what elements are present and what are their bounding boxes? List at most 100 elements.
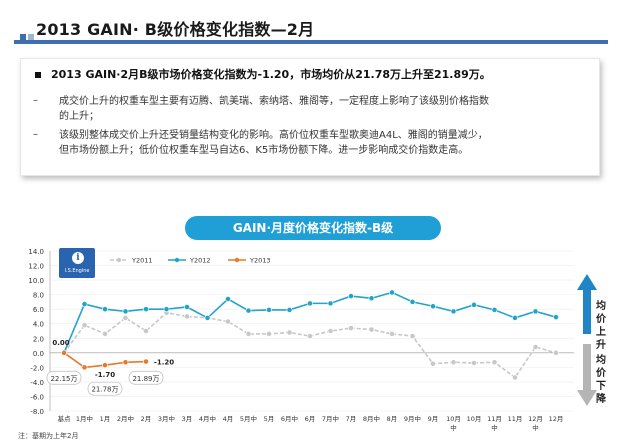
data-point-y2011 [348,325,354,331]
data-point-y2011 [512,374,518,381]
data-point-y2011 [81,322,88,329]
header-square-light [28,34,34,40]
data-point-y2013 [61,349,67,356]
x-tick-label: 2月中 [117,414,134,423]
arrow-up-icon [577,274,597,290]
data-point-y2012 [143,306,149,313]
data-point-y2013 [102,362,108,369]
logo-mark: i [72,252,84,264]
data-point-y2011 [553,349,559,356]
data-point-y2012 [163,306,170,313]
data-point-y2013 [81,364,88,371]
y-tick-label: 6.0 [33,306,44,314]
data-point-y2011 [471,360,477,366]
data-point-y2012 [430,303,436,310]
data-point-y2012 [348,293,354,299]
x-tick-label: 5月 [264,415,275,423]
data-label: 0.00 [52,339,69,347]
data-label: -1.20 [154,359,174,367]
x-tick-label: 1月 [100,415,111,423]
data-point-y2012 [184,304,190,310]
data-point-y2011 [102,331,108,337]
x-tick-label: 中 [532,423,539,432]
y-tick-label: -8.0 [30,408,44,416]
x-tick-label: 11月 [487,415,502,423]
legend-marker-y2011 [116,257,122,263]
data-point-y2012 [81,301,88,307]
x-tick-label: 6月中 [281,414,298,423]
slide-header: 2013 GAIN· B级价格变化指数—2月 [14,14,608,46]
y-tick-label: 8.0 [33,292,44,300]
x-tick-label: 3月 [182,415,193,423]
data-point-y2012 [266,307,272,313]
data-point-y2012 [327,300,334,307]
x-tick-label: 11月 [508,415,523,423]
side-label-down: 均价下降 [596,355,606,405]
data-point-y2012 [450,308,457,315]
data-label: -1.70 [95,371,115,379]
arrow-down-icon [577,390,597,406]
legend-marker-y2012 [174,257,180,263]
dash-bullet-icon: – [33,129,38,140]
data-point-y2012 [204,315,211,321]
y-tick-label: -2.0 [30,364,44,372]
line-chart: 14.0 12.0 10.0 8.0 6.0 4.0 2.0 0.0 -2.0 -4.0 -6.0 -… [28,248,597,432]
x-tick-label: 中 [491,423,498,432]
legend-label-y2013: Y2013 [249,257,271,265]
summary-point-2-line-1: 该级别整体成交价上升还受销量结构变化的影响。高价位权重车型歌奥迪A4L、雅阁的销… [59,130,488,141]
data-point-y2013 [143,358,149,365]
header-underline [14,40,608,44]
x-tick-label: 12月 [549,415,564,423]
data-point-y2012 [471,301,477,308]
y-tick-label: 12.0 [28,263,44,271]
data-point-y2012 [532,308,539,315]
data-point-y2012 [245,307,252,314]
price-callout-label: 22.15万 [50,375,77,383]
data-point-y2011 [409,333,416,339]
summary-point-1-line-2: 的上升； [59,111,99,122]
data-point-y2012 [368,295,375,302]
data-point-y2012 [102,306,108,313]
data-point-y2011 [430,360,436,367]
data-point-y2011 [307,333,313,339]
x-tick-label: 10月 [446,415,461,423]
data-point-y2011 [450,359,457,366]
legend-label-y2012: Y2012 [189,257,211,265]
data-point-y2011 [389,331,395,337]
x-tick-label: 9月中 [404,414,421,423]
x-tick-label: 1月中 [76,414,93,423]
data-point-y2011 [184,313,190,320]
data-point-y2011 [266,331,272,337]
data-point-y2012 [286,307,293,313]
x-tick-label: 4月中 [199,414,216,423]
data-point-y2012 [409,299,416,305]
data-point-y2012 [553,314,559,321]
x-tick-label: 中 [450,423,457,432]
x-tick-label: 12月 [528,415,543,423]
x-tick-label: 6月 [305,415,316,423]
x-tick-label: 基点 [58,414,72,423]
x-tick-label: 8月 [387,415,398,423]
arrow-down-shaft [583,344,591,392]
y-tick-label: 14.0 [28,248,44,256]
arrow-up-shaft [583,288,591,334]
data-point-y2012 [225,296,231,302]
y-tick-label: 0.0 [33,350,44,358]
x-tick-label: 4月 [223,415,234,423]
square-bullet-icon [35,72,41,78]
x-tick-label: 7月中 [322,414,339,423]
y-tick-label: -4.0 [30,379,44,387]
y-tick-label: 10.0 [28,277,44,285]
chart-title: GAIN·月度价格变化指数-B级 [185,216,441,240]
y-tick-label: 4.0 [33,321,44,329]
data-point-y2011 [143,328,149,334]
data-point-y2011 [327,328,334,334]
series-line-y2011 [63,311,557,379]
data-point-y2011 [491,359,498,366]
price-callout-label: 21.78万 [91,386,118,394]
x-tick-label: 8月中 [363,414,380,423]
summary-point-1-line-1: 成交价上升的权重车型主要有迈腾、凯美瑞、索纳塔、雅阁等，一定程度上影响了该级别价… [59,96,489,107]
header-square-dark [20,34,26,40]
x-tick-label: 7月 [346,415,357,423]
y-tick-label: 2.0 [33,335,44,343]
